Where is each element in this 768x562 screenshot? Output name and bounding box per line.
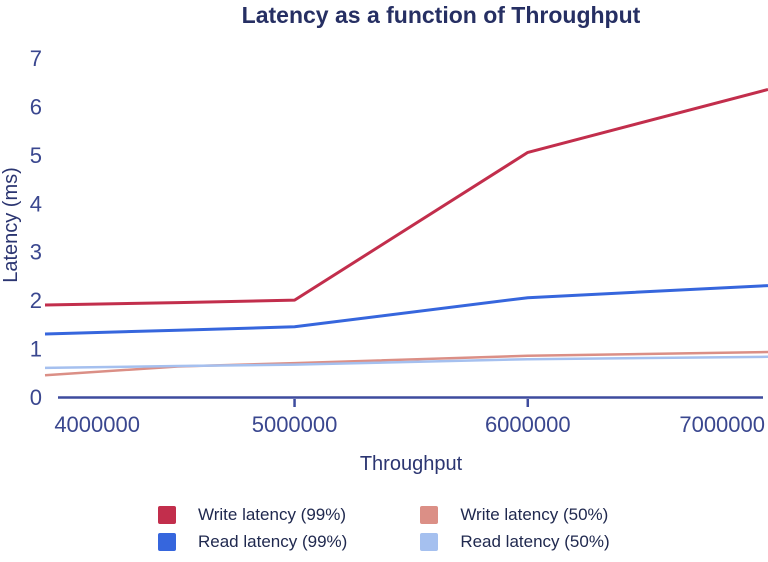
legend-label: Write latency (50%): [460, 505, 609, 524]
x-axis-title: Throughput: [360, 453, 463, 475]
legend-label: Write latency (99%): [198, 505, 347, 524]
y-tick-label: 5: [30, 143, 42, 168]
plot-series-group: 4000000 5000000 6000000 7000000 0 1 2 3 4 5 6 7: [30, 46, 768, 437]
y-tick-label: 1: [30, 337, 42, 362]
x-tick-label: 7000000: [679, 412, 765, 437]
y-tick-label: 0: [30, 385, 42, 410]
series-line-write-latency-99: [44, 88, 768, 307]
legend-label: Read latency (99%): [198, 532, 348, 551]
x-tick-label: 4000000: [54, 412, 140, 437]
legend-item: Write latency (50%): [420, 503, 609, 527]
legend-swatch: [158, 506, 176, 524]
series-line-read-latency-50: [44, 355, 768, 370]
y-tick-label: 6: [30, 94, 42, 119]
series-line-write-latency-50: [44, 350, 768, 377]
legend-label: Read latency (50%): [460, 532, 610, 551]
legend: Write latency (99%) Read latency (99%) Wri…: [158, 503, 610, 554]
series-line-read-latency-99: [44, 284, 768, 336]
legend-swatch: [420, 533, 439, 551]
legend-item: Write latency (99%): [158, 503, 347, 527]
legend-item: Read latency (50%): [420, 530, 610, 554]
chart-title: Latency as a function of Throughput: [241, 2, 641, 28]
y-tick-label: 4: [30, 191, 42, 216]
y-tick-label: 2: [30, 288, 42, 313]
y-axis-title: Latency (ms): [0, 167, 22, 283]
chart-plot-area: Latency (ms) Throughput 4000000 5000000 60…: [0, 46, 768, 475]
legend-swatch: [420, 506, 439, 524]
legend-swatch: [158, 533, 176, 551]
legend-item: Read latency (99%): [158, 530, 347, 554]
x-tick-label: 5000000: [252, 412, 338, 437]
y-tick-label: 7: [30, 46, 42, 71]
x-tick-label: 6000000: [485, 412, 571, 437]
y-tick-label: 3: [30, 240, 42, 265]
